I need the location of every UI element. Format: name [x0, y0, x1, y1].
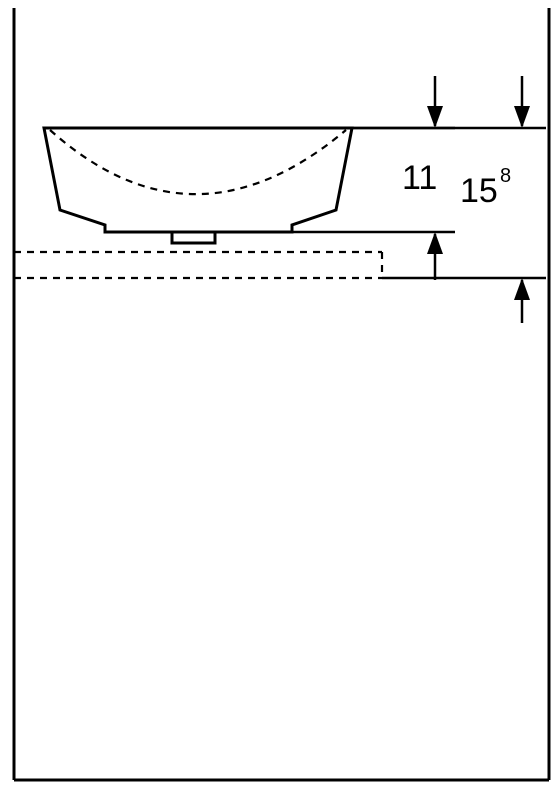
dimension-11: 11: [292, 76, 455, 280]
countertop-outline: [14, 252, 382, 278]
dimension-15-8: 15 8: [352, 76, 546, 323]
technical-drawing: 11 15 8: [0, 0, 560, 792]
dimension-15-8-label: 15: [460, 172, 498, 210]
dimension-15-8-superscript: 8: [500, 165, 511, 187]
basin-outline: [44, 128, 352, 243]
drawing-frame: [14, 8, 549, 780]
dimension-11-label: 11: [402, 159, 437, 197]
